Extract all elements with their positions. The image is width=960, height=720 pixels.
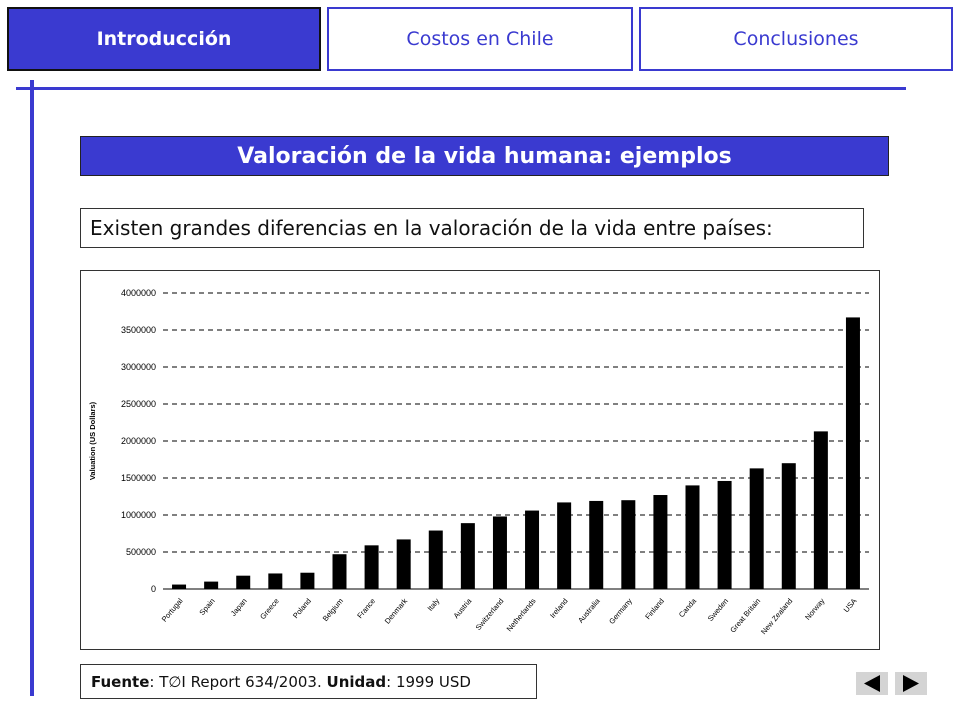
- x-tick-label: Norway: [803, 596, 826, 621]
- y-tick-label: 0: [151, 584, 156, 594]
- bar: [717, 480, 732, 589]
- bar: [525, 510, 540, 589]
- y-tick-label: 2500000: [121, 399, 156, 409]
- bar: [492, 516, 507, 589]
- previous-slide-button[interactable]: [856, 672, 888, 695]
- x-tick-label: Australia: [576, 596, 602, 625]
- x-tick-label: Austria: [451, 596, 473, 620]
- bar: [300, 572, 315, 589]
- x-tick-label: France: [355, 597, 377, 621]
- x-tick-label: Italy: [426, 596, 442, 613]
- left-rule: [30, 80, 34, 696]
- bar: [845, 317, 860, 589]
- x-tick-label: Poland: [291, 597, 313, 621]
- tab-costos-en-chile[interactable]: Costos en Chile: [327, 7, 633, 71]
- bar: [685, 485, 700, 589]
- source-note: Fuente: T∅I Report 634/2003. Unidad: 199…: [80, 664, 537, 699]
- tab-introduccion[interactable]: Introducción: [7, 7, 321, 71]
- x-tick-label: Portugal: [160, 596, 185, 623]
- x-tick-label: Ireland: [548, 597, 570, 620]
- x-tick-label: Greece: [258, 597, 281, 622]
- y-tick-label: 2000000: [121, 436, 156, 446]
- intro-text: Existen grandes diferencias en la valora…: [80, 208, 864, 248]
- next-slide-button[interactable]: [895, 672, 927, 695]
- chart-canvas: 0 500000 1000000 1500000 2000000 2500000 30000…: [88, 288, 869, 637]
- x-tick-label: Canda: [677, 596, 699, 619]
- x-tick-label: USA: [842, 597, 859, 615]
- y-tick-label: 4000000: [121, 288, 156, 298]
- x-tick-label: Belgium: [321, 597, 345, 624]
- bar: [204, 581, 219, 589]
- x-tick-label: Japan: [229, 597, 249, 618]
- header-divider: [16, 87, 906, 90]
- x-tick-label: Denmark: [383, 596, 410, 625]
- bar: [621, 500, 636, 589]
- y-tick-label: 1500000: [121, 473, 156, 483]
- triangle-left-icon: [864, 675, 880, 692]
- bar: [653, 495, 668, 589]
- bar: [749, 468, 764, 589]
- bar: [781, 463, 796, 589]
- y-tick-label: 3000000: [121, 362, 156, 372]
- x-tick-label: Spain: [197, 597, 216, 617]
- bar: [428, 530, 443, 589]
- triangle-right-icon: [903, 675, 919, 692]
- bar: [396, 539, 411, 589]
- x-tick-label: Switzerland: [474, 597, 506, 632]
- source-value: : T∅I Report 634/2003.: [149, 672, 327, 691]
- source-label: Fuente: [91, 672, 150, 691]
- y-axis-label: Valuation (US Dollars): [88, 401, 97, 480]
- tab-conclusiones[interactable]: Conclusiones: [639, 7, 953, 71]
- bar: [813, 431, 828, 589]
- x-tick-label: Great Britain: [728, 597, 762, 635]
- bar: [557, 502, 572, 589]
- slide-title: Valoración de la vida humana: ejemplos: [80, 136, 889, 176]
- bar: [332, 554, 347, 589]
- bar: [268, 573, 283, 589]
- y-tick-label: 3500000: [121, 325, 156, 335]
- bar: [172, 584, 187, 589]
- y-tick-label: 500000: [126, 547, 156, 557]
- x-tick-label: Germany: [607, 596, 634, 626]
- unit-label: Unidad: [326, 672, 387, 691]
- bar-chart: 0 500000 1000000 1500000 2000000 2500000 30000…: [80, 270, 880, 650]
- bar: [460, 523, 475, 589]
- x-tick-label: Netherlands: [505, 596, 538, 633]
- bar: [589, 500, 604, 589]
- bar: [236, 575, 251, 589]
- bar: [364, 545, 379, 589]
- y-tick-label: 1000000: [121, 510, 156, 520]
- x-tick-label: Sweden: [706, 597, 730, 624]
- x-tick-label: Finland: [643, 597, 666, 622]
- unit-value: : 1999 USD: [386, 672, 471, 691]
- x-tick-label: New Zealand: [759, 597, 794, 637]
